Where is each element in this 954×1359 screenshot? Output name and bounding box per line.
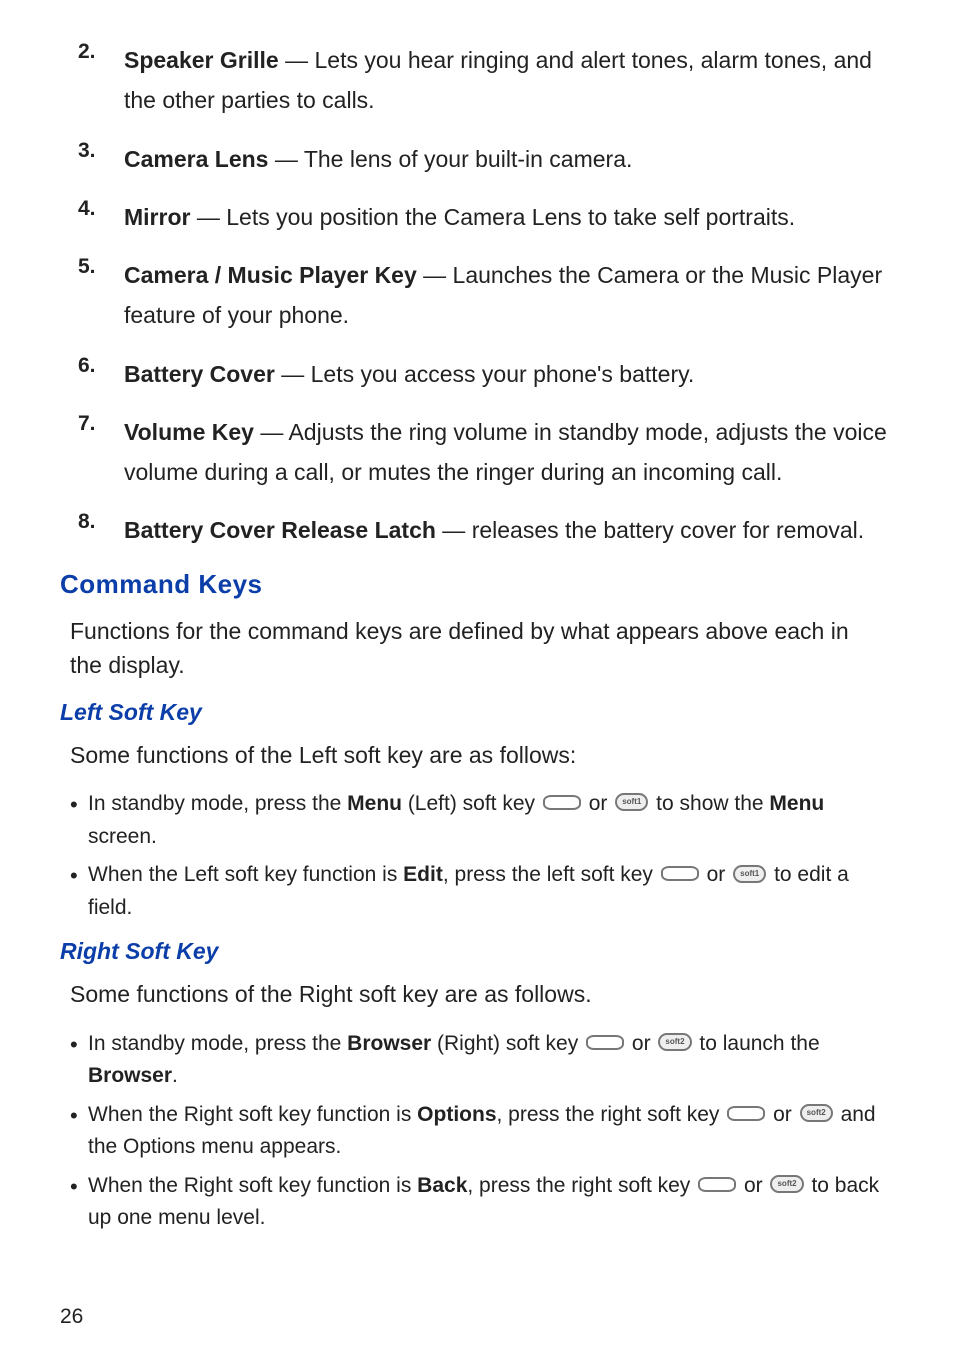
bullet-text: In standby mode, press the bbox=[88, 1032, 347, 1055]
item-lead: Mirror bbox=[124, 204, 190, 230]
bullet-bold: Menu bbox=[769, 792, 824, 815]
bullet-body: In standby mode, press the Browser (Righ… bbox=[88, 1028, 894, 1093]
left-soft-key-bullets: •In standby mode, press the Menu (Left) … bbox=[60, 788, 894, 924]
softkey-oval-icon bbox=[543, 795, 581, 810]
list-item: 8.Battery Cover Release Latch — releases… bbox=[60, 510, 894, 550]
bullet-item: •When the Left soft key function is Edit… bbox=[70, 859, 894, 924]
bullet-text: , press the right soft key bbox=[467, 1174, 696, 1197]
bullet-marker: • bbox=[70, 1028, 88, 1093]
bullet-text: When the Right soft key function is bbox=[88, 1174, 417, 1197]
item-lead: Battery Cover bbox=[124, 361, 275, 387]
bullet-marker: • bbox=[70, 859, 88, 924]
bullet-marker: • bbox=[70, 1170, 88, 1235]
bullet-body: In standby mode, press the Menu (Left) s… bbox=[88, 788, 894, 853]
list-item: 2.Speaker Grille — Lets you hear ringing… bbox=[60, 40, 894, 121]
bullet-marker: • bbox=[70, 788, 88, 853]
list-item: 5.Camera / Music Player Key — Launches t… bbox=[60, 255, 894, 336]
item-number: 4. bbox=[60, 197, 124, 237]
item-lead: Camera / Music Player Key bbox=[124, 262, 417, 288]
softkey-pill-icon: soft2 bbox=[770, 1175, 803, 1193]
bullet-text: In standby mode, press the bbox=[88, 792, 347, 815]
bullet-body: When the Left soft key function is Edit,… bbox=[88, 859, 894, 924]
item-lead: Camera Lens bbox=[124, 146, 268, 172]
bullet-text: or bbox=[738, 1174, 768, 1197]
bullet-text: or bbox=[701, 863, 731, 886]
bullet-body: When the Right soft key function is Back… bbox=[88, 1170, 894, 1235]
bullet-item: •In standby mode, press the Menu (Left) … bbox=[70, 788, 894, 853]
item-rest: — The lens of your built-in camera. bbox=[268, 146, 632, 172]
bullet-text: or bbox=[767, 1103, 797, 1126]
item-number: 8. bbox=[60, 510, 124, 550]
item-body: Battery Cover Release Latch — releases t… bbox=[124, 510, 894, 550]
item-rest: — Lets you position the Camera Lens to t… bbox=[190, 204, 795, 230]
bullet-item: •When the Right soft key function is Opt… bbox=[70, 1099, 894, 1164]
right-soft-key-bullets: •In standby mode, press the Browser (Rig… bbox=[60, 1028, 894, 1235]
softkey-pill-icon: soft1 bbox=[615, 793, 648, 811]
item-number: 7. bbox=[60, 412, 124, 493]
item-lead: Speaker Grille bbox=[124, 47, 279, 73]
item-number: 2. bbox=[60, 40, 124, 121]
item-number: 5. bbox=[60, 255, 124, 336]
bullet-bold: Options bbox=[417, 1103, 496, 1126]
item-rest: — releases the battery cover for removal… bbox=[436, 517, 864, 543]
bullet-text: , press the left soft key bbox=[443, 863, 659, 886]
bullet-text: , press the right soft key bbox=[497, 1103, 726, 1126]
softkey-oval-icon bbox=[727, 1106, 765, 1121]
left-soft-key-intro: Some functions of the Left soft key are … bbox=[70, 738, 884, 773]
heading-command-keys: Command Keys bbox=[60, 569, 894, 600]
item-body: Camera Lens — The lens of your built-in … bbox=[124, 139, 894, 179]
item-lead: Battery Cover Release Latch bbox=[124, 517, 436, 543]
right-soft-key-intro: Some functions of the Right soft key are… bbox=[70, 977, 884, 1012]
bullet-text: to launch the bbox=[694, 1032, 820, 1055]
item-lead: Volume Key bbox=[124, 419, 254, 445]
bullet-text: screen. bbox=[88, 825, 157, 848]
heading-left-soft-key: Left Soft Key bbox=[60, 699, 894, 726]
command-keys-intro: Functions for the command keys are defin… bbox=[70, 614, 884, 683]
bullet-bold: Browser bbox=[347, 1032, 431, 1055]
bullet-text: (Right) soft key bbox=[431, 1032, 584, 1055]
bullet-text: . bbox=[172, 1064, 178, 1087]
bullet-text: When the Right soft key function is bbox=[88, 1103, 417, 1126]
list-item: 7.Volume Key — Adjusts the ring volume i… bbox=[60, 412, 894, 493]
softkey-pill-icon: soft2 bbox=[800, 1104, 833, 1122]
bullet-item: •When the Right soft key function is Bac… bbox=[70, 1170, 894, 1235]
item-number: 6. bbox=[60, 354, 124, 394]
softkey-oval-icon bbox=[586, 1035, 624, 1050]
list-item: 3.Camera Lens — The lens of your built-i… bbox=[60, 139, 894, 179]
bullet-bold: Edit bbox=[403, 863, 443, 886]
bullet-item: •In standby mode, press the Browser (Rig… bbox=[70, 1028, 894, 1093]
bullet-bold: Menu bbox=[347, 792, 402, 815]
heading-right-soft-key: Right Soft Key bbox=[60, 938, 894, 965]
item-body: Battery Cover — Lets you access your pho… bbox=[124, 354, 894, 394]
bullet-text: or bbox=[626, 1032, 656, 1055]
list-item: 4.Mirror — Lets you position the Camera … bbox=[60, 197, 894, 237]
bullet-bold: Back bbox=[417, 1174, 467, 1197]
bullet-marker: • bbox=[70, 1099, 88, 1164]
bullet-text: (Left) soft key bbox=[402, 792, 541, 815]
list-item: 6.Battery Cover — Lets you access your p… bbox=[60, 354, 894, 394]
bullet-text: or bbox=[583, 792, 613, 815]
bullet-text: to show the bbox=[650, 792, 769, 815]
item-body: Volume Key — Adjusts the ring volume in … bbox=[124, 412, 894, 493]
item-rest: — Lets you access your phone's battery. bbox=[275, 361, 694, 387]
softkey-pill-icon: soft2 bbox=[658, 1033, 691, 1051]
bullet-body: When the Right soft key function is Opti… bbox=[88, 1099, 894, 1164]
softkey-oval-icon bbox=[661, 866, 699, 881]
item-body: Speaker Grille — Lets you hear ringing a… bbox=[124, 40, 894, 121]
softkey-pill-icon: soft1 bbox=[733, 865, 766, 883]
item-number: 3. bbox=[60, 139, 124, 179]
item-body: Mirror — Lets you position the Camera Le… bbox=[124, 197, 894, 237]
item-body: Camera / Music Player Key — Launches the… bbox=[124, 255, 894, 336]
bullet-text: When the Left soft key function is bbox=[88, 863, 403, 886]
numbered-list: 2.Speaker Grille — Lets you hear ringing… bbox=[60, 40, 894, 551]
page-number: 26 bbox=[60, 1305, 894, 1329]
bullet-bold: Browser bbox=[88, 1064, 172, 1087]
softkey-oval-icon bbox=[698, 1177, 736, 1192]
